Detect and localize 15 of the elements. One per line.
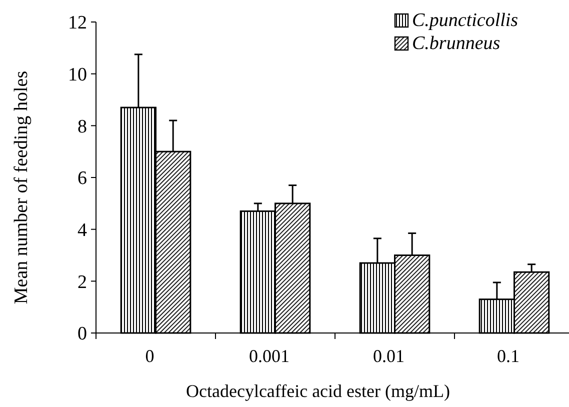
- x-tick-label: 0.01: [373, 346, 404, 366]
- y-tick-label: 8: [78, 116, 87, 138]
- y-tick-label: 6: [78, 168, 87, 190]
- y-tick-label: 12: [68, 12, 87, 34]
- y-axis-title: Mean number of feeding holes: [11, 70, 32, 304]
- x-tick-label: 0: [145, 346, 154, 366]
- y-tick-label: 10: [68, 64, 87, 86]
- x-tick-label: 0.1: [497, 346, 520, 366]
- y-tick-label: 0: [78, 324, 87, 345]
- x-tick-label: 0.001: [249, 346, 290, 366]
- legend-label: C.brunneus: [412, 33, 500, 54]
- legend-label: C.puncticollis: [412, 10, 518, 31]
- x-axis-title: Octadecylcaffeic acid ester (mg/mL): [186, 381, 450, 401]
- y-tick-label: 4: [78, 220, 88, 241]
- y-tick-label: 2: [78, 272, 87, 293]
